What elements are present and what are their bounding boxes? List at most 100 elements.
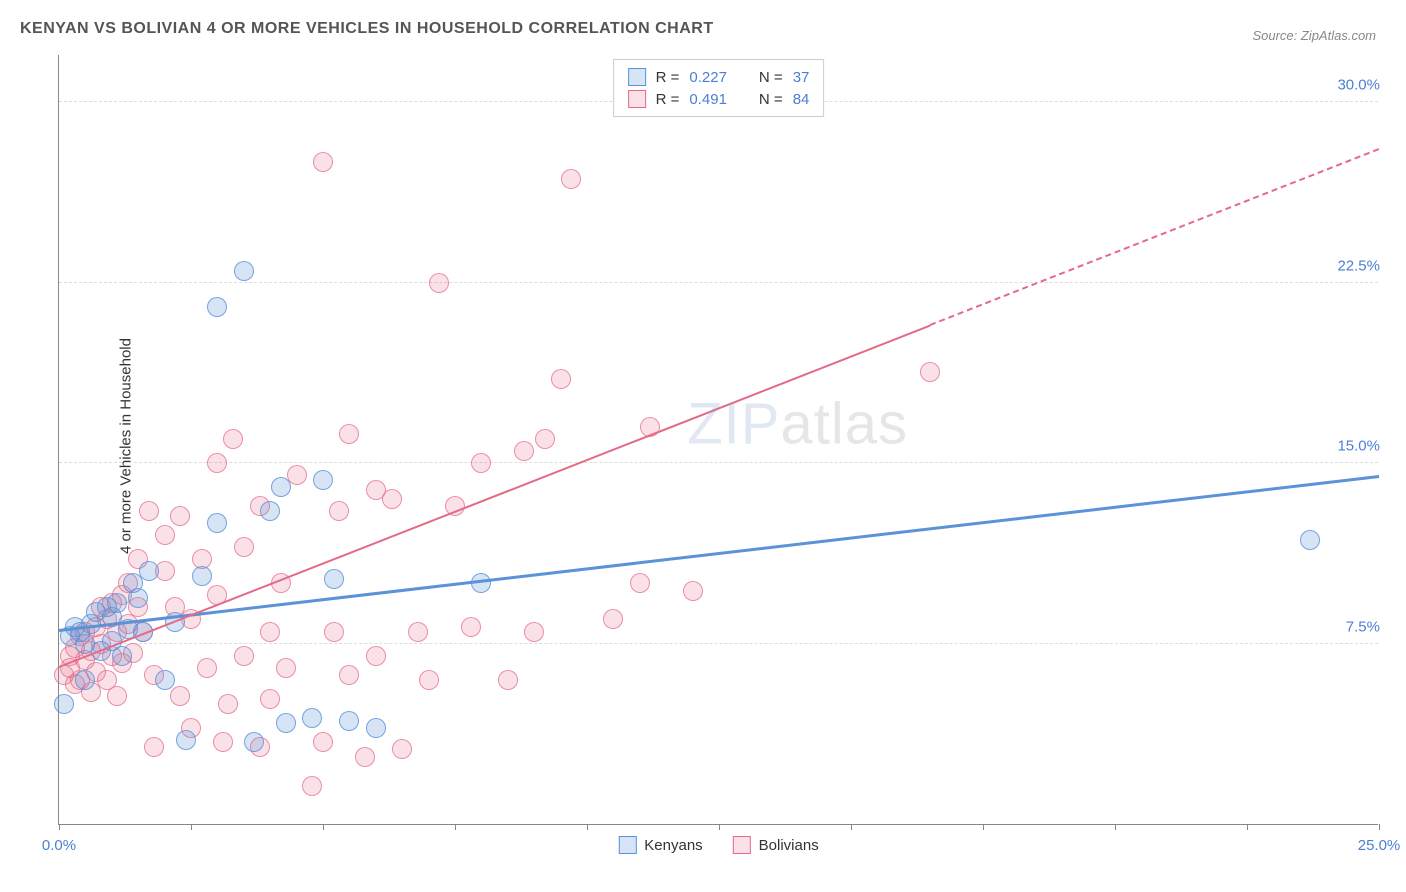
marker-kenyans — [276, 713, 296, 733]
marker-bolivians — [260, 689, 280, 709]
marker-bolivians — [471, 453, 491, 473]
marker-kenyans — [207, 513, 227, 533]
watermark-atlas: atlas — [780, 392, 908, 457]
xtick — [191, 824, 192, 830]
xtick — [1379, 824, 1380, 830]
marker-bolivians — [302, 776, 322, 796]
source-label: Source: ZipAtlas.com — [1252, 28, 1376, 43]
marker-kenyans — [471, 573, 491, 593]
marker-bolivians — [155, 525, 175, 545]
marker-kenyans — [234, 261, 254, 281]
legend-swatch — [628, 68, 646, 86]
legend-item-kenyans: Kenyans — [618, 836, 702, 854]
marker-bolivians — [920, 362, 940, 382]
marker-bolivians — [339, 665, 359, 685]
marker-kenyans — [271, 477, 291, 497]
marker-bolivians — [514, 441, 534, 461]
xtick — [719, 824, 720, 830]
legend-swatch — [618, 836, 636, 854]
xtick — [1115, 824, 1116, 830]
marker-kenyans — [107, 593, 127, 613]
legend-r-value: 0.491 — [689, 91, 727, 108]
marker-bolivians — [329, 501, 349, 521]
marker-kenyans — [54, 694, 74, 714]
xtick — [983, 824, 984, 830]
gridline-h — [59, 643, 1378, 644]
marker-bolivians — [218, 694, 238, 714]
marker-bolivians — [630, 573, 650, 593]
marker-kenyans — [324, 569, 344, 589]
legend-n-value: 37 — [793, 69, 810, 86]
marker-kenyans — [302, 708, 322, 728]
legend-label: Bolivians — [759, 837, 819, 854]
xtick — [587, 824, 588, 830]
legend-r-label: R = — [656, 69, 680, 86]
legend-n-label: N = — [759, 69, 783, 86]
marker-kenyans — [1300, 530, 1320, 550]
legend-r-label: R = — [656, 91, 680, 108]
marker-kenyans — [139, 561, 159, 581]
marker-kenyans — [260, 501, 280, 521]
marker-bolivians — [260, 622, 280, 642]
marker-kenyans — [112, 646, 132, 666]
marker-bolivians — [683, 581, 703, 601]
marker-bolivians — [461, 617, 481, 637]
marker-kenyans — [366, 718, 386, 738]
marker-bolivians — [170, 506, 190, 526]
marker-kenyans — [339, 711, 359, 731]
legend-series: Kenyans Bolivians — [618, 836, 818, 854]
marker-bolivians — [429, 273, 449, 293]
marker-kenyans — [128, 588, 148, 608]
marker-bolivians — [561, 169, 581, 189]
marker-bolivians — [223, 429, 243, 449]
marker-kenyans — [207, 297, 227, 317]
marker-bolivians — [234, 646, 254, 666]
marker-kenyans — [192, 566, 212, 586]
legend-stat-row-bolivians: R = 0.491 N = 84 — [628, 88, 810, 110]
marker-bolivians — [535, 429, 555, 449]
marker-bolivians — [524, 622, 544, 642]
marker-kenyans — [176, 730, 196, 750]
marker-bolivians — [324, 622, 344, 642]
chart-title: KENYAN VS BOLIVIAN 4 OR MORE VEHICLES IN… — [20, 20, 714, 38]
xtick — [1247, 824, 1248, 830]
marker-kenyans — [75, 670, 95, 690]
xtick — [851, 824, 852, 830]
legend-n-value: 84 — [793, 91, 810, 108]
marker-bolivians — [234, 537, 254, 557]
marker-bolivians — [197, 658, 217, 678]
marker-bolivians — [313, 732, 333, 752]
marker-bolivians — [382, 489, 402, 509]
ytick-label: 22.5% — [1331, 257, 1380, 274]
ytick-label: 15.0% — [1331, 438, 1380, 455]
xtick — [455, 824, 456, 830]
plot-area: ZIPatlas R =0.227N =37R =0.491N =84 Keny… — [58, 55, 1378, 825]
marker-bolivians — [392, 739, 412, 759]
marker-bolivians — [498, 670, 518, 690]
marker-bolivians — [207, 453, 227, 473]
gridline-h — [59, 462, 1378, 463]
marker-kenyans — [244, 732, 264, 752]
legend-r-value: 0.227 — [689, 69, 727, 86]
marker-bolivians — [551, 369, 571, 389]
gridline-h — [59, 282, 1378, 283]
legend-label: Kenyans — [644, 837, 702, 854]
marker-bolivians — [170, 686, 190, 706]
marker-bolivians — [419, 670, 439, 690]
legend-item-bolivians: Bolivians — [733, 836, 819, 854]
trendline — [930, 148, 1380, 326]
marker-bolivians — [603, 609, 623, 629]
marker-bolivians — [408, 622, 428, 642]
marker-bolivians — [213, 732, 233, 752]
marker-bolivians — [139, 501, 159, 521]
ytick-label: 30.0% — [1331, 77, 1380, 94]
marker-kenyans — [155, 670, 175, 690]
xtick — [323, 824, 324, 830]
trendline — [59, 324, 931, 667]
legend-stats: R = 0.227 N = 37 R = 0.491 N = 84 — [613, 59, 825, 117]
legend-n-label: N = — [759, 91, 783, 108]
marker-bolivians — [355, 747, 375, 767]
marker-bolivians — [276, 658, 296, 678]
xtick-label: 25.0% — [1358, 837, 1401, 854]
marker-bolivians — [339, 424, 359, 444]
